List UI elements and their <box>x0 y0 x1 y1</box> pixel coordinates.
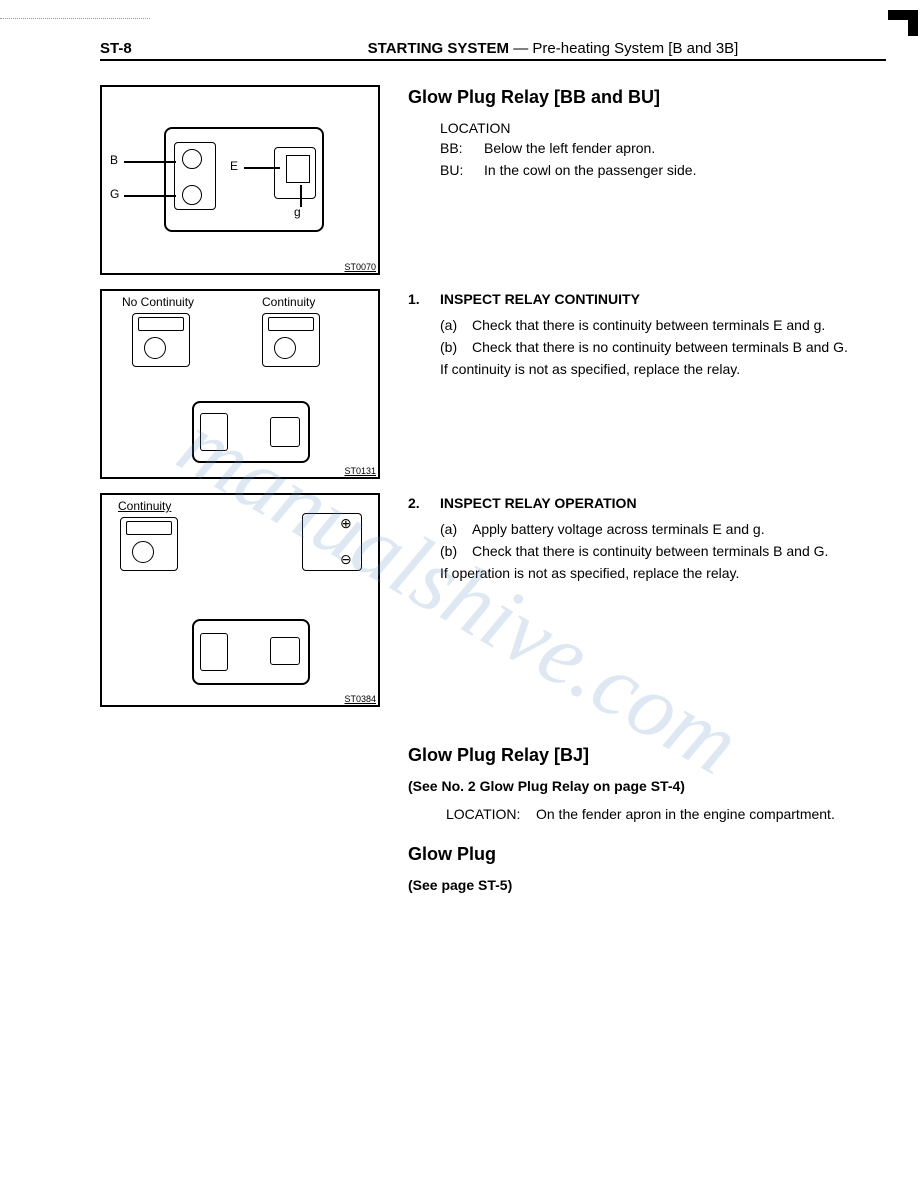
label-g-upper: G <box>110 187 119 201</box>
gp-see-ref: (See page ST-5) <box>408 877 886 893</box>
figure-1-id: ST0070 <box>344 262 376 272</box>
row-1: B G E g ST0070 Glow Plug Relay [BB and B… <box>100 85 886 275</box>
meter-2-dial <box>274 337 296 359</box>
step-1a-text: Check that there is continuity between t… <box>472 317 886 333</box>
header-title: STARTING SYSTEM — Pre-heating System [B … <box>220 40 886 57</box>
page-corner-mark <box>888 10 918 36</box>
scan-artifact <box>0 18 150 19</box>
figure-1: B G E g ST0070 <box>100 85 380 275</box>
section-glow-plug-relay-bb-bu: Glow Plug Relay [BB and BU] LOCATION BB:… <box>408 85 886 184</box>
step-2b-key: (b) <box>440 543 472 559</box>
lead-line-g <box>124 195 176 197</box>
step-2-content: 2. INSPECT RELAY OPERATION (a) Apply bat… <box>408 493 886 581</box>
step-2-header: 2. INSPECT RELAY OPERATION <box>408 495 886 511</box>
relay-2-left <box>200 413 228 451</box>
location-label: LOCATION <box>440 120 886 136</box>
section-glow-plug: Glow Plug (See page ST-5) <box>100 844 886 893</box>
label-b: B <box>110 153 118 167</box>
header-subtitle: — Pre-heating System [B and 3B] <box>513 40 738 57</box>
step-2a-text: Apply battery voltage across terminals E… <box>472 521 886 537</box>
terminal-g-circle <box>182 185 202 205</box>
step-2b: (b) Check that there is continuity betwe… <box>408 543 886 559</box>
step-2b-text: Check that there is continuity between t… <box>472 543 886 559</box>
connector-inner <box>286 155 310 183</box>
continuity-label: Continuity <box>262 295 315 309</box>
step-1-num: 1. <box>408 291 440 307</box>
bj-location: LOCATION: On the fender apron in the eng… <box>408 806 886 822</box>
location-key-bu: BU: <box>440 162 484 178</box>
header-system: STARTING SYSTEM <box>368 40 509 57</box>
step-1-title: INSPECT RELAY CONTINUITY <box>440 291 640 307</box>
figure-3: Continuity ⊕ ⊖ ST0384 <box>100 493 380 707</box>
location-text-bb: Below the left fender apron. <box>484 140 655 156</box>
step-1b-text: Check that there is no continuity betwee… <box>472 339 886 355</box>
location-bb: BB: Below the left fender apron. <box>440 140 886 156</box>
meter-3-dial <box>132 541 154 563</box>
step-2-title: INSPECT RELAY OPERATION <box>440 495 637 511</box>
lead-line-gsmall <box>300 185 302 207</box>
relay-3-right <box>270 637 300 665</box>
meter-1-screen <box>138 317 184 331</box>
step-2-num: 2. <box>408 495 440 511</box>
step-1a-key: (a) <box>440 317 472 333</box>
step-1a: (a) Check that there is continuity betwe… <box>408 317 886 333</box>
step-1-note: If continuity is not as specified, repla… <box>408 361 886 377</box>
bj-location-label: LOCATION: <box>446 806 520 822</box>
gp-title: Glow Plug <box>408 844 886 865</box>
step-2a: (a) Apply battery voltage across termina… <box>408 521 886 537</box>
figure-3-id: ST0384 <box>344 694 376 704</box>
bj-see-ref: (See No. 2 Glow Plug Relay on page ST-4) <box>408 778 886 794</box>
page-header: ST-8 STARTING SYSTEM — Pre-heating Syste… <box>100 40 886 61</box>
step-1b: (b) Check that there is no continuity be… <box>408 339 886 355</box>
bj-location-text: On the fender apron in the engine compar… <box>536 806 835 822</box>
step-2a-key: (a) <box>440 521 472 537</box>
bj-title: Glow Plug Relay [BJ] <box>408 745 886 766</box>
location-text-bu: In the cowl on the passenger side. <box>484 162 696 178</box>
step-1-header: 1. INSPECT RELAY CONTINUITY <box>408 291 886 307</box>
row-2: No Continuity Continuity ST0131 1. INSPE… <box>100 289 886 479</box>
location-key-bb: BB: <box>440 140 484 156</box>
page-number: ST-8 <box>100 40 220 61</box>
meter-1-dial <box>144 337 166 359</box>
relay-3-left <box>200 633 228 671</box>
row-3: Continuity ⊕ ⊖ ST0384 2. INSPECT RELAY O… <box>100 493 886 707</box>
relay-2-right <box>270 417 300 447</box>
meter-2-screen <box>268 317 314 331</box>
lead-line-e <box>244 167 280 169</box>
plus-icon: ⊕ <box>340 515 352 532</box>
battery-box <box>302 513 362 571</box>
step-1b-key: (b) <box>440 339 472 355</box>
continuity-label-3: Continuity <box>118 499 171 513</box>
figure-2: No Continuity Continuity ST0131 <box>100 289 380 479</box>
terminal-b-circle <box>182 149 202 169</box>
section-title: Glow Plug Relay [BB and BU] <box>408 87 886 108</box>
section-glow-plug-relay-bj: Glow Plug Relay [BJ] (See No. 2 Glow Plu… <box>100 745 886 822</box>
minus-icon: ⊖ <box>340 551 352 568</box>
label-e: E <box>230 159 238 173</box>
figure-2-id: ST0131 <box>344 466 376 476</box>
meter-3-screen <box>126 521 172 535</box>
label-g-lower: g <box>294 205 301 219</box>
lead-line-b <box>124 161 176 163</box>
location-bu: BU: In the cowl on the passenger side. <box>440 162 886 178</box>
step-2-note: If operation is not as specified, replac… <box>408 565 886 581</box>
step-1-content: 1. INSPECT RELAY CONTINUITY (a) Check th… <box>408 289 886 377</box>
no-continuity-label: No Continuity <box>122 295 194 309</box>
